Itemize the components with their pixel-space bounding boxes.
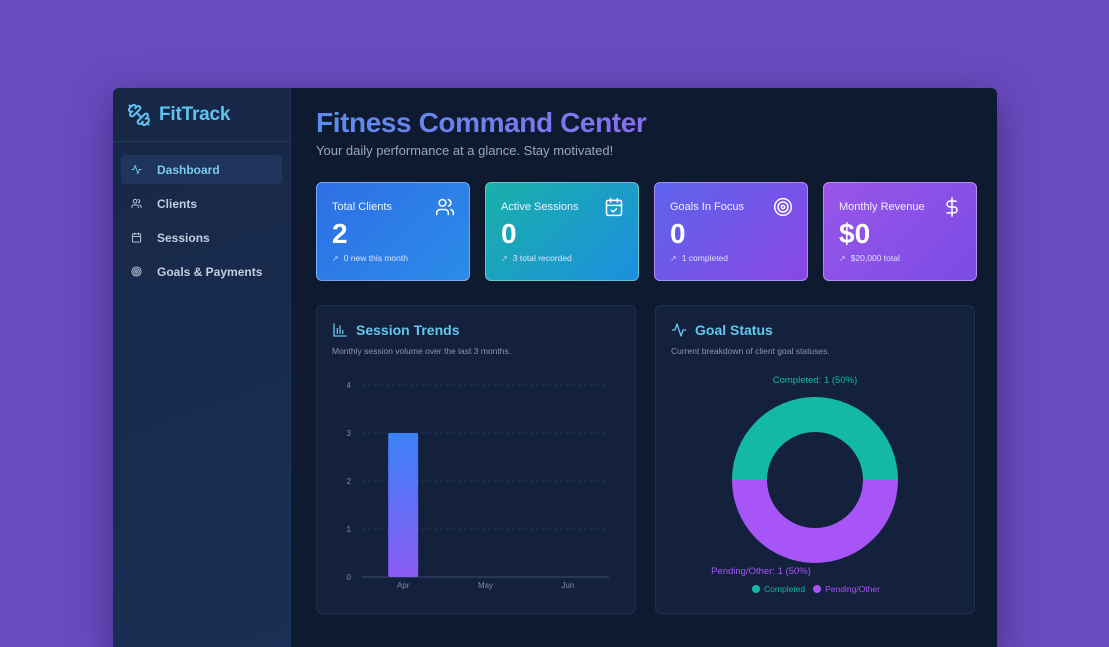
legend-label: Completed	[764, 584, 806, 594]
sidebar-item-label: Sessions	[157, 230, 210, 245]
card-title: Total Clients	[332, 201, 392, 213]
sidebar-item-label: Dashboard	[157, 162, 220, 177]
panel-header: Session Trends	[332, 322, 620, 338]
card-sub: ↗ 1 completed	[670, 253, 793, 263]
y-tick-label: 3	[347, 429, 352, 438]
users-icon	[435, 198, 455, 216]
brand[interactable]: FitTrack	[113, 88, 290, 142]
card-value: 0	[501, 218, 517, 249]
calendar-check-icon	[605, 197, 623, 217]
sidebar-item-label: Goals & Payments	[157, 264, 263, 279]
card-value: 0	[670, 218, 686, 249]
panel-title: Session Trends	[356, 322, 460, 338]
card-sub: ↗ 0 new this month	[332, 253, 455, 263]
session-trends-chart: 0 1 2 3 4 Apr May Jun	[347, 381, 609, 590]
brand-name: FitTrack	[159, 103, 231, 125]
bar-chart-icon	[333, 323, 347, 337]
panel-description: Current breakdown of client goal statuse…	[671, 346, 830, 356]
dumbbell-icon	[127, 103, 151, 127]
sidebar-item-dashboard[interactable]: Dashboard	[121, 155, 282, 184]
goal-status-panel: Goal Status Current breakdown of client …	[655, 305, 975, 614]
legend-swatch	[813, 585, 822, 593]
trend-up-icon: ↗	[670, 253, 677, 263]
sidebar-item-clients[interactable]: Clients	[121, 189, 282, 218]
activity-icon	[131, 164, 142, 175]
stat-card-goals-in-focus[interactable]: Goals In Focus 0 ↗ 1 completed	[654, 182, 808, 281]
data-label-completed: Completed: 1 (50%)	[773, 375, 857, 386]
page-subtitle: Your daily performance at a glance. Stay…	[316, 143, 614, 158]
slice-completed[interactable]	[732, 397, 898, 480]
legend-item-completed[interactable]: Completed	[752, 584, 805, 594]
card-value: $0	[839, 218, 871, 249]
sidebar-nav: Dashboard Clients Sessions Goals & Payme…	[113, 142, 290, 286]
card-sub: ↗ $20,000 total	[839, 253, 962, 263]
goal-status-chart: Completed: 1 (50%) Pending/Other: 1 (50%)	[711, 375, 898, 577]
page-title: Fitness Command Center	[316, 106, 977, 140]
chart-panels: Session Trends Monthly session volume ov…	[316, 305, 977, 614]
calendar-icon	[131, 232, 142, 243]
x-tick-label: Jun	[561, 581, 574, 590]
trend-up-icon: ↗	[501, 253, 508, 263]
card-title: Active Sessions	[501, 201, 579, 213]
card-sub-text: $20,000 total	[850, 253, 900, 263]
panel-header: Goal Status	[671, 322, 959, 338]
legend-item-pending[interactable]: Pending/Other	[813, 584, 880, 594]
bar-apr[interactable]	[388, 433, 419, 577]
target-icon	[131, 266, 142, 277]
card-sub: ↗ 3 total recorded	[501, 253, 624, 263]
dollar-icon	[946, 197, 958, 217]
card-sub-text: 1 completed	[681, 253, 729, 263]
trend-up-icon: ↗	[839, 253, 846, 263]
y-tick-label: 4	[347, 381, 352, 390]
session-trends-panel: Session Trends Monthly session volume ov…	[316, 305, 636, 614]
pulse-icon	[671, 323, 687, 337]
trend-up-icon: ↗	[332, 253, 339, 263]
slice-pending[interactable]	[732, 480, 898, 563]
card-value: 2	[332, 218, 348, 249]
x-tick-label: Apr	[397, 581, 410, 590]
card-sub-text: 0 new this month	[343, 253, 408, 263]
target-icon	[773, 197, 793, 217]
sidebar: FitTrack Dashboard Clients Sessions Goal…	[113, 88, 291, 647]
legend-swatch	[752, 585, 761, 593]
card-title: Goals In Focus	[670, 201, 744, 213]
users-icon	[131, 198, 142, 209]
stat-card-monthly-revenue[interactable]: Monthly Revenue $0 ↗ $20,000 total	[823, 182, 977, 281]
chart-legend: Completed Pending/Other	[656, 584, 976, 594]
legend-label: Pending/Other	[825, 584, 880, 594]
card-title: Monthly Revenue	[839, 201, 925, 213]
y-tick-label: 1	[347, 525, 352, 534]
main-content: Fitness Command Center Your daily perfor…	[291, 88, 997, 647]
app-window: FitTrack Dashboard Clients Sessions Goal…	[113, 88, 997, 647]
card-sub-text: 3 total recorded	[512, 253, 572, 263]
y-tick-label: 2	[347, 477, 352, 486]
y-tick-label: 0	[347, 573, 352, 582]
sidebar-item-sessions[interactable]: Sessions	[121, 223, 282, 252]
sidebar-item-label: Clients	[157, 196, 198, 211]
sidebar-item-goals-payments[interactable]: Goals & Payments	[121, 257, 282, 286]
stat-cards: Total Clients 2 ↗ 0 new this month Active…	[316, 182, 977, 281]
data-label-pending: Pending/Other: 1 (50%)	[711, 566, 811, 577]
x-tick-label: May	[478, 581, 493, 590]
panel-title: Goal Status	[695, 322, 773, 338]
panel-description: Monthly session volume over the last 3 m…	[332, 346, 512, 356]
stat-card-active-sessions[interactable]: Active Sessions 0 ↗ 3 total recorded	[485, 182, 639, 281]
stat-card-total-clients[interactable]: Total Clients 2 ↗ 0 new this month	[316, 182, 470, 281]
